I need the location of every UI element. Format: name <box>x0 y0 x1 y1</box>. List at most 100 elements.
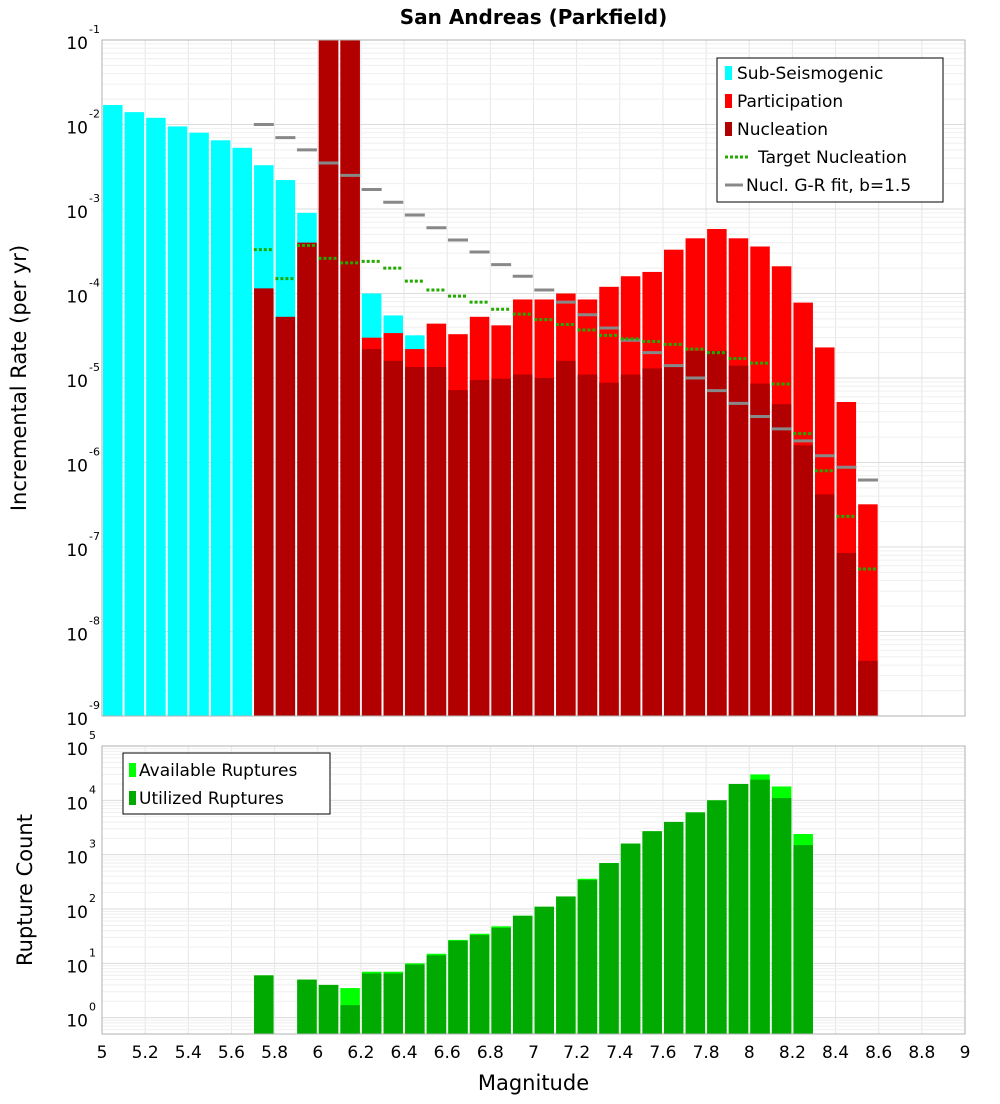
bottom-y-tick-label-base: 10 <box>66 903 88 923</box>
bottom-panel-frame <box>101 745 966 1035</box>
bar-utilized-ruptures <box>663 821 684 1034</box>
bar-nucleation <box>771 404 792 716</box>
legend-swatch <box>129 791 136 805</box>
top-y-tick-label: 10-6 <box>66 446 100 477</box>
top-y-tick-label: 10-3 <box>66 192 100 223</box>
bar-nucleation <box>275 316 296 716</box>
bottom-panel-marks <box>254 774 813 1034</box>
bar-sub-seismogenic <box>167 126 188 717</box>
x-tick-label: 7.4 <box>606 1043 633 1063</box>
top-y-tick-label: 10-9 <box>66 699 100 730</box>
top-y-tick-label-base: 10 <box>66 372 88 392</box>
bar-nucleation <box>491 378 511 716</box>
bar-utilized-ruptures <box>469 935 490 1034</box>
bar-nucleation <box>556 360 576 716</box>
bottom-legend-box <box>122 752 331 815</box>
legend-swatch <box>725 122 732 136</box>
x-tick-label: 6.2 <box>347 1043 374 1063</box>
bar-nucleation <box>750 383 770 716</box>
bar-nucleation <box>685 350 706 716</box>
top-panel-frame <box>101 39 966 717</box>
top-y-tick-label-base: 10 <box>66 626 88 646</box>
bar-nucleation <box>577 374 598 716</box>
bottom-y-tick-label-base: 10 <box>66 1012 88 1032</box>
legend-label: Participation <box>737 92 843 112</box>
top-y-tick-label-exponent: -3 <box>89 192 100 205</box>
bar-nucleation <box>728 365 749 716</box>
bottom-y-tick-label: 103 <box>66 838 96 869</box>
x-tick-label: 8.4 <box>822 1043 849 1063</box>
x-tick-label: 5.8 <box>261 1043 288 1063</box>
bar-utilized-ruptures <box>512 915 533 1034</box>
bar-utilized-ruptures <box>448 940 468 1034</box>
bar-utilized-ruptures <box>318 984 339 1034</box>
top-y-tick-label-exponent: -6 <box>89 446 100 459</box>
bottom-y-tick-label: 104 <box>66 783 96 814</box>
bar-nucleation <box>512 374 533 716</box>
bar-nucleation <box>815 494 835 716</box>
bottom-y-tick-label-base: 10 <box>66 849 88 869</box>
x-tick-label: 8.6 <box>865 1043 892 1063</box>
bar-utilized-ruptures <box>707 800 727 1034</box>
x-tick-label: 8.8 <box>908 1043 935 1063</box>
bar-nucleation <box>663 365 684 716</box>
bar-utilized-ruptures <box>534 906 555 1034</box>
legend-label: Sub-Seismogenic <box>737 64 883 84</box>
bottom-y-tick-label-exponent: 5 <box>89 729 96 742</box>
top-y-tick-label-exponent: -8 <box>89 615 100 628</box>
bar-utilized-ruptures <box>685 812 706 1034</box>
bottom-y-tick-label-exponent: 1 <box>89 946 96 959</box>
top-y-tick-label-base: 10 <box>66 457 88 477</box>
top-y-tick-label-base: 10 <box>66 288 88 308</box>
bottom-y-tick-label: 100 <box>66 1001 96 1032</box>
top-y-tick-label-base: 10 <box>66 34 88 54</box>
chart-title: San Andreas (Parkfield) <box>400 5 668 29</box>
bar-utilized-ruptures <box>405 964 425 1034</box>
top-y-tick-label-exponent: -1 <box>89 23 100 36</box>
top-y-tick-label: 10-7 <box>66 530 100 561</box>
x-tick-label: 6 <box>312 1043 323 1063</box>
bar-sub-seismogenic <box>146 117 166 716</box>
bottom-y-tick-label-exponent: 0 <box>89 1001 96 1014</box>
bar-nucleation <box>254 288 274 716</box>
bar-utilized-ruptures <box>340 1005 360 1034</box>
bottom-panel-grid <box>101 745 966 1035</box>
x-tick-label: 6.4 <box>391 1043 418 1063</box>
bar-utilized-ruptures <box>793 845 813 1034</box>
bar-sub-seismogenic <box>189 132 209 716</box>
bar-utilized-ruptures <box>556 896 576 1034</box>
top-y-tick-label: 10-4 <box>66 277 100 308</box>
legend-label: Nucl. G-R fit, b=1.5 <box>746 176 911 196</box>
bar-nucleation <box>405 366 425 716</box>
x-tick-label: 7.8 <box>693 1043 720 1063</box>
bar-sub-seismogenic <box>124 112 145 717</box>
bar-nucleation <box>620 374 641 716</box>
bottom-y-tick-label: 105 <box>66 729 96 760</box>
bottom-y-tick-label: 101 <box>66 946 96 977</box>
x-tick-label: 7.2 <box>563 1043 590 1063</box>
top-y-tick-label: 10-8 <box>66 615 100 646</box>
top-y-tick-label: 10-2 <box>66 108 100 139</box>
bottom-legend: Available Ruptures Utilized Ruptures <box>122 752 331 815</box>
bar-utilized-ruptures <box>297 979 317 1034</box>
top-y-tick-label-exponent: -9 <box>89 699 100 712</box>
bar-utilized-ruptures <box>577 880 598 1034</box>
bar-utilized-ruptures <box>491 927 511 1034</box>
legend-swatch <box>129 763 136 777</box>
bar-utilized-ruptures <box>771 798 792 1034</box>
bar-sub-seismogenic <box>210 140 231 716</box>
bottom-y-tick-label-base: 10 <box>66 957 88 977</box>
x-tick-label: 8 <box>744 1043 755 1063</box>
top-y-tick-label-exponent: -4 <box>89 277 100 290</box>
bar-nucleation <box>642 368 662 716</box>
bar-nucleation <box>707 350 727 716</box>
bottom-y-tick-label-exponent: 3 <box>89 838 96 851</box>
top-legend: Sub-Seismogenic Participation Nucleation Ta… <box>716 57 944 203</box>
bar-nucleation <box>383 360 404 716</box>
x-tick-label: 5.6 <box>218 1043 245 1063</box>
legend-label: Nucleation <box>737 120 828 140</box>
bar-nucleation <box>318 40 339 716</box>
bar-utilized-ruptures <box>620 843 641 1034</box>
bar-utilized-ruptures <box>642 831 662 1034</box>
